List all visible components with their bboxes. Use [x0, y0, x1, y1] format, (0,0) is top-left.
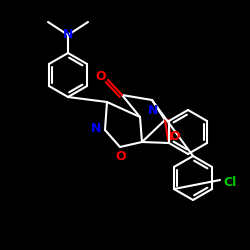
Text: Cl: Cl: [224, 176, 236, 188]
Text: O: O: [116, 150, 126, 162]
Text: O: O: [96, 70, 106, 84]
Text: O: O: [170, 130, 180, 143]
Text: N: N: [148, 104, 158, 117]
Text: N: N: [91, 122, 101, 136]
Text: N: N: [63, 28, 73, 42]
